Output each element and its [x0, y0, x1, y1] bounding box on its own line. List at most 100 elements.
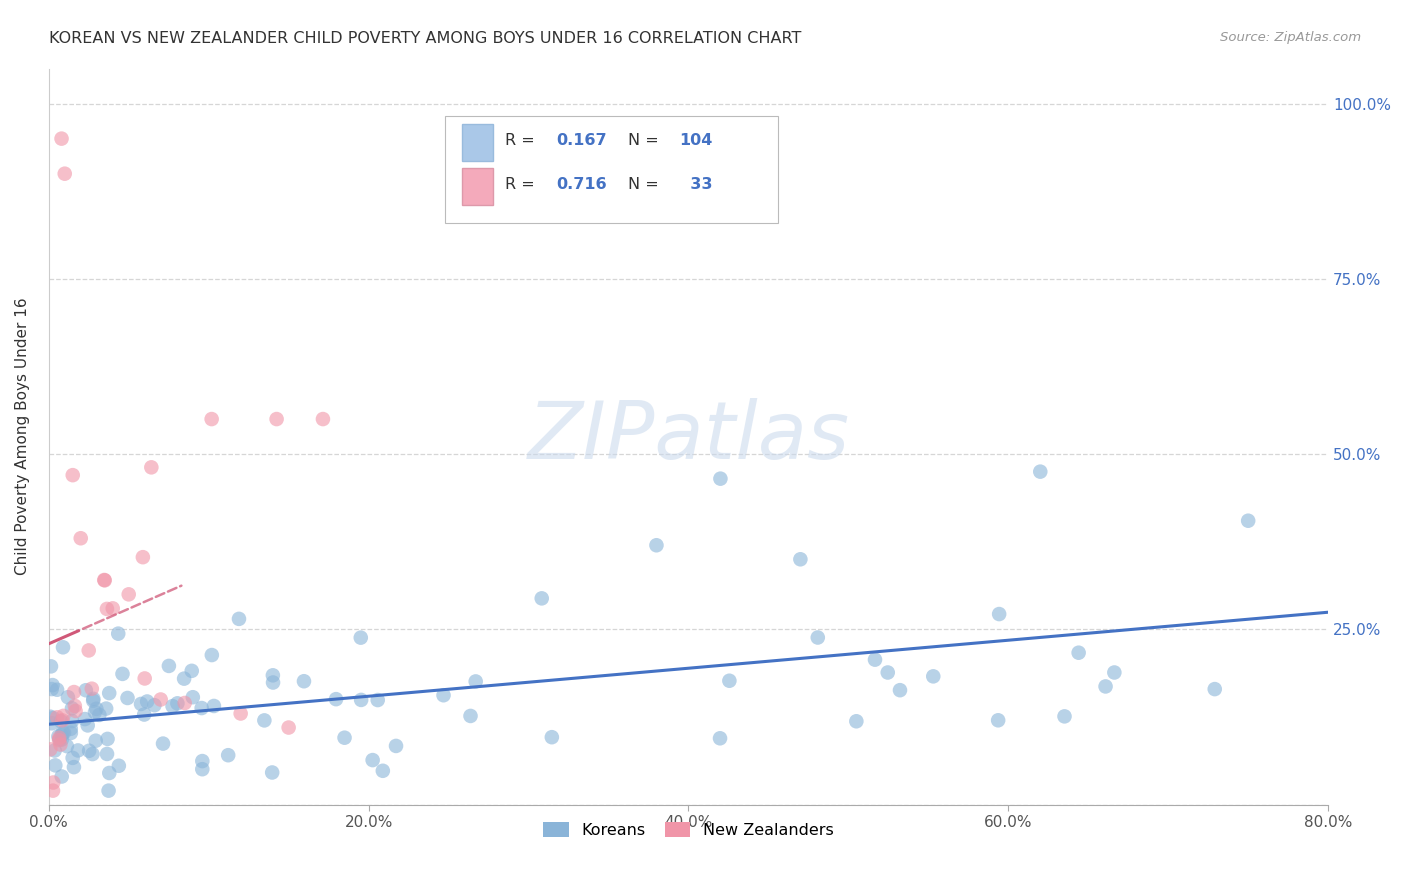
Point — [51, 728, 73, 742]
Point — [312, 412, 335, 426]
Text: 0.716: 0.716 — [557, 178, 607, 193]
Point — [645, 538, 668, 552]
Point — [51, 714, 73, 728]
Text: R =: R = — [506, 133, 536, 148]
Point — [51, 732, 73, 747]
Point — [1104, 665, 1126, 680]
Point — [49, 738, 72, 752]
Point — [48, 730, 70, 744]
Point — [190, 701, 212, 715]
Point — [371, 764, 394, 778]
FancyBboxPatch shape — [463, 124, 492, 161]
Point — [262, 675, 284, 690]
Point — [84, 705, 107, 719]
Point — [1029, 465, 1052, 479]
Point — [1053, 709, 1076, 723]
Point — [162, 699, 184, 714]
Point — [152, 737, 174, 751]
Point — [367, 693, 389, 707]
Point — [60, 701, 83, 715]
Point — [117, 690, 139, 705]
Point — [56, 690, 79, 705]
Point — [77, 643, 100, 657]
Point — [118, 587, 141, 601]
Point — [191, 762, 214, 776]
Point — [73, 712, 96, 726]
Point — [86, 702, 108, 716]
Point — [460, 709, 482, 723]
Point — [39, 710, 62, 724]
Point — [201, 648, 224, 662]
Point — [350, 631, 373, 645]
Point — [97, 783, 120, 797]
Point — [96, 602, 118, 616]
Point — [709, 472, 731, 486]
Text: R =: R = — [506, 178, 536, 193]
Text: Source: ZipAtlas.com: Source: ZipAtlas.com — [1220, 31, 1361, 45]
Point — [361, 753, 384, 767]
Point — [789, 552, 811, 566]
Point — [253, 714, 276, 728]
Point — [48, 733, 70, 747]
Point — [56, 739, 79, 753]
Text: 0.167: 0.167 — [557, 133, 607, 148]
Point — [863, 653, 886, 667]
Point — [62, 468, 84, 483]
Text: KOREAN VS NEW ZEALANDER CHILD POVERTY AMONG BOYS UNDER 16 CORRELATION CHART: KOREAN VS NEW ZEALANDER CHILD POVERTY AM… — [49, 31, 801, 46]
Point — [277, 721, 299, 735]
Point — [96, 731, 118, 746]
Point — [141, 460, 163, 475]
Point — [385, 739, 408, 753]
Point — [107, 626, 129, 640]
Point — [69, 531, 91, 545]
Point — [1237, 514, 1260, 528]
FancyBboxPatch shape — [446, 116, 778, 223]
Point — [108, 758, 131, 772]
Point — [464, 674, 486, 689]
Point — [96, 747, 118, 761]
Point — [143, 698, 166, 713]
Point — [292, 674, 315, 689]
Point — [44, 758, 66, 772]
Point — [922, 669, 945, 683]
Point — [63, 685, 86, 699]
Point — [173, 696, 195, 710]
Point — [129, 697, 152, 711]
Point — [41, 716, 63, 731]
Point — [93, 574, 115, 588]
Y-axis label: Child Poverty Among Boys Under 16: Child Poverty Among Boys Under 16 — [15, 298, 30, 575]
Point — [157, 659, 180, 673]
Point — [173, 672, 195, 686]
Point — [718, 673, 741, 688]
Point — [76, 718, 98, 732]
Point — [98, 766, 121, 780]
Point — [51, 770, 73, 784]
Point — [876, 665, 898, 680]
Point — [42, 775, 65, 789]
Point — [134, 672, 156, 686]
Point — [134, 707, 156, 722]
Point — [166, 697, 188, 711]
Point — [988, 607, 1011, 621]
Text: 104: 104 — [679, 133, 713, 148]
Point — [59, 722, 82, 736]
Point — [52, 725, 75, 739]
Point — [63, 698, 86, 713]
Point — [51, 131, 73, 145]
Point — [98, 686, 121, 700]
Point — [217, 748, 239, 763]
Point — [1204, 682, 1226, 697]
Text: 33: 33 — [679, 178, 713, 193]
Point — [93, 573, 115, 587]
Point — [540, 730, 562, 744]
Point — [101, 601, 124, 615]
Point — [48, 731, 70, 745]
Point — [1067, 646, 1090, 660]
Point — [77, 744, 100, 758]
Point — [180, 664, 202, 678]
Point — [325, 692, 347, 706]
Point — [82, 691, 104, 706]
Point — [181, 690, 204, 705]
Point — [432, 688, 454, 702]
Point — [84, 733, 107, 747]
